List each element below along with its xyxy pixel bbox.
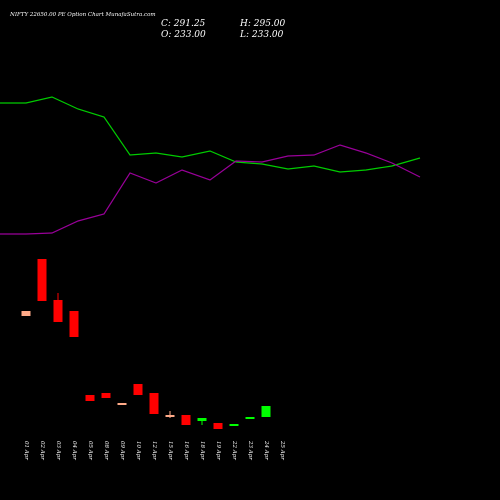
x-tick-label: 12 Apr <box>151 441 157 460</box>
candle <box>261 406 271 417</box>
candle <box>53 293 63 322</box>
candle <box>21 311 31 316</box>
candle <box>117 403 127 405</box>
candle-body <box>133 384 143 395</box>
high-label: H: 295.00 <box>239 19 286 29</box>
candle <box>213 423 223 429</box>
x-tick-label: 08 Apr <box>103 441 109 460</box>
x-tick-label: 10 Apr <box>135 441 141 460</box>
candle <box>133 384 143 395</box>
candle <box>229 424 239 426</box>
x-axis-ticks: 01 Apr 02 Apr 03 Apr 04 Apr 05 Apr 08 Apr 09 A… <box>23 440 285 460</box>
candle-body <box>69 311 79 337</box>
candles <box>21 259 271 429</box>
candle <box>165 411 175 418</box>
candle-body <box>149 393 159 414</box>
x-tick-label: 16 Apr <box>183 441 189 460</box>
candle-body <box>37 259 47 301</box>
x-tick-label: 24 Apr <box>263 440 269 460</box>
x-tick-label: 09 Apr <box>119 441 125 460</box>
candle-body <box>245 417 255 419</box>
candle-body <box>261 406 271 417</box>
x-tick-label: 18 Apr <box>199 441 205 460</box>
close-label: C: 291.25 <box>161 19 206 29</box>
chart-title: NIFTY 22650.00 PE Option Chart MunafaSut… <box>9 12 156 18</box>
candle-body <box>21 311 31 316</box>
candle-body <box>181 415 191 425</box>
x-tick-label: 25 Apr <box>279 440 285 460</box>
open-label: O: 233.00 <box>161 30 206 40</box>
candle-body <box>213 423 223 429</box>
candle-body <box>117 403 127 405</box>
candle-body <box>229 424 239 426</box>
green-line <box>0 96 421 173</box>
candle <box>149 393 159 414</box>
candle-body <box>101 393 111 398</box>
indicator-lines <box>0 96 421 235</box>
x-tick-label: 02 Apr <box>39 441 45 460</box>
x-tick-label: 22 Apr <box>231 440 237 460</box>
x-tick-label: 15 Apr <box>167 441 173 460</box>
x-tick-label: 04 Apr <box>71 441 77 460</box>
candle <box>197 418 207 425</box>
candle <box>101 393 111 398</box>
x-tick-label: 23 Apr <box>247 440 253 460</box>
x-tick-label: 03 Apr <box>55 441 61 460</box>
candle-body <box>197 418 207 421</box>
candle <box>181 415 191 425</box>
candle <box>245 417 255 419</box>
candle <box>37 259 47 301</box>
candle-body <box>165 415 175 417</box>
x-tick-label: 05 Apr <box>87 441 93 460</box>
candle-body <box>53 300 63 322</box>
low-label: L: 233.00 <box>239 30 284 40</box>
x-tick-label: 19 Apr <box>215 441 221 460</box>
x-tick-label: 01 Apr <box>23 441 29 460</box>
candle-body <box>85 395 95 401</box>
candle <box>85 395 95 401</box>
purple-line <box>0 144 421 235</box>
candle <box>69 311 79 337</box>
